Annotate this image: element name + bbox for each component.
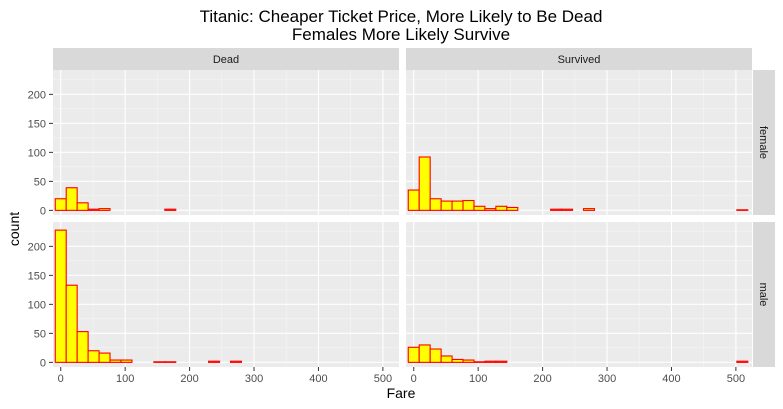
x-tick-label: 300 <box>598 373 616 385</box>
histogram-bar <box>418 156 431 211</box>
histogram-bar <box>561 208 574 211</box>
x-tick-label: 0 <box>411 373 417 385</box>
y-tick-label: 150 <box>28 270 46 282</box>
y-tick-label: 150 <box>28 118 46 130</box>
histogram-bar <box>76 202 89 211</box>
strip-label-male: male <box>757 283 769 307</box>
facet-panels <box>53 70 752 367</box>
histogram-bar <box>495 360 508 363</box>
histogram-bar <box>462 359 475 363</box>
histogram-bar <box>229 360 243 363</box>
strip-label-survived: Survived <box>558 54 601 66</box>
histogram-bar <box>736 360 749 363</box>
strip-label-female: female <box>757 126 769 159</box>
y-tick-label: 200 <box>28 241 46 253</box>
histogram-bar <box>473 205 486 211</box>
histogram-bar <box>98 352 111 363</box>
strip-background <box>753 222 775 367</box>
y-tick-label: 50 <box>34 328 46 340</box>
x-tick-label: 0 <box>58 373 64 385</box>
panel-dead-female <box>53 70 399 215</box>
panel-background <box>406 222 752 367</box>
histogram-bar <box>54 198 67 211</box>
panel-background <box>53 70 399 215</box>
histogram-bar <box>484 208 497 211</box>
histogram-bar <box>87 350 100 363</box>
x-tick-label: 100 <box>116 373 134 385</box>
histogram-bar <box>473 361 486 363</box>
histogram-bar <box>164 361 177 363</box>
axes: 0 50 100 150 200 0 50 100 150 200 0 100 200 300 400 500… <box>28 89 745 385</box>
histogram-bar <box>120 359 133 363</box>
histogram-bar <box>418 344 431 363</box>
histogram-bar <box>76 331 89 363</box>
x-tick-label: 500 <box>727 373 745 385</box>
x-tick-label: 200 <box>180 373 198 385</box>
y-tick-label: 100 <box>28 299 46 311</box>
histogram-bar <box>98 208 111 211</box>
histogram-bar <box>54 229 67 363</box>
x-axis-title: Fare <box>387 385 416 401</box>
histogram-bar <box>462 199 475 211</box>
x-tick-label: 400 <box>309 373 327 385</box>
y-tick-label: 50 <box>34 176 46 188</box>
chart-title-line-2: Females More Likely Survive <box>292 25 510 44</box>
histogram-bar <box>484 360 497 363</box>
strip-background <box>53 48 399 70</box>
histogram-bar <box>440 200 453 211</box>
strip-label-dead: Dead <box>213 54 239 66</box>
histogram-bar <box>407 346 420 363</box>
histogram-bar <box>65 187 78 211</box>
y-tick-label: 200 <box>28 89 46 101</box>
panel-dead-male <box>53 222 399 367</box>
histogram-bar <box>582 208 596 211</box>
strip-background <box>753 70 775 215</box>
facet-strips: Dead Survived female male <box>53 48 775 367</box>
histogram-bar <box>429 348 442 363</box>
histogram-bar <box>550 208 563 211</box>
histogram-bar <box>407 189 420 211</box>
y-tick-label: 0 <box>40 357 46 369</box>
histogram-bar <box>208 360 221 363</box>
chart-title-line-1: Titanic: Cheaper Ticket Price, More Like… <box>200 7 603 26</box>
histogram-bar <box>506 206 519 211</box>
histogram-bar <box>164 208 177 211</box>
x-tick-label: 300 <box>245 373 263 385</box>
x-tick-label: 200 <box>533 373 551 385</box>
panel-survived-male <box>406 222 752 367</box>
histogram-bar <box>109 359 122 363</box>
y-tick-label: 0 <box>40 205 46 217</box>
y-tick-label: 100 <box>28 147 46 159</box>
panel-background <box>406 70 752 215</box>
y-axis-title: count <box>6 212 22 246</box>
histogram-bar <box>495 205 508 211</box>
strip-background <box>406 48 752 70</box>
histogram-bar <box>451 200 464 211</box>
histogram-bar <box>87 208 100 211</box>
histogram-bar <box>429 198 442 211</box>
histogram-bar <box>736 209 749 211</box>
panel-background <box>53 222 399 367</box>
histogram-bar <box>153 361 166 363</box>
x-tick-label: 500 <box>374 373 392 385</box>
x-tick-label: 400 <box>662 373 680 385</box>
x-tick-label: 100 <box>469 373 487 385</box>
histogram-bar <box>451 358 464 363</box>
panel-survived-female <box>406 70 752 215</box>
histogram-bar <box>65 284 78 363</box>
histogram-bar <box>440 355 453 363</box>
